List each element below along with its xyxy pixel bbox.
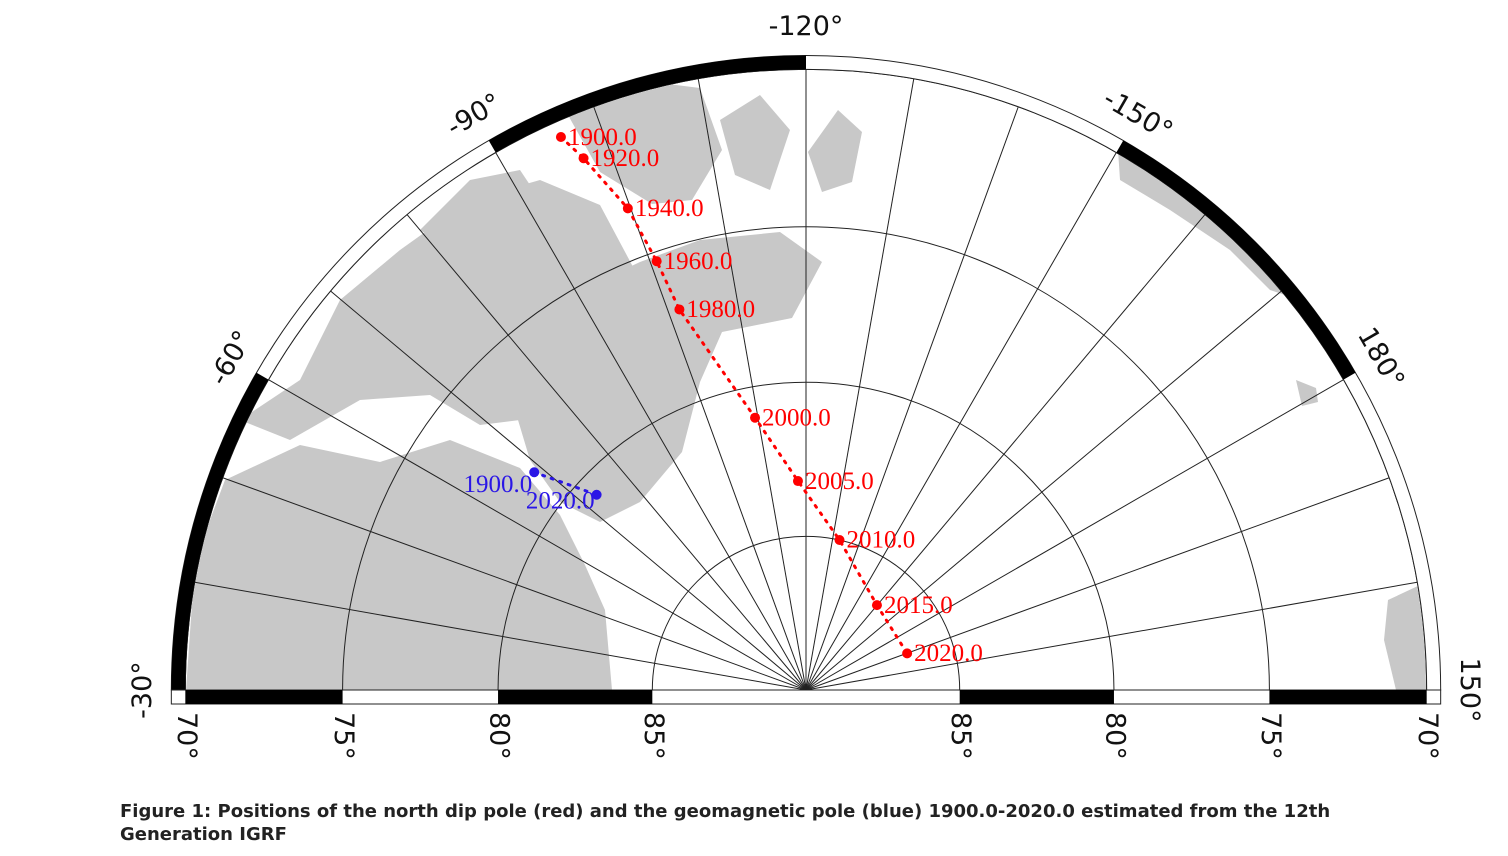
pole-point bbox=[674, 304, 685, 315]
frame-segment bbox=[498, 690, 653, 704]
pole-label: 1900.0 bbox=[568, 124, 637, 151]
meridian-label: 150° bbox=[1454, 657, 1485, 722]
graticule bbox=[184, 69, 1428, 691]
pole-point bbox=[529, 467, 540, 478]
meridian-label: -90° bbox=[441, 87, 506, 143]
meridian-label: -60° bbox=[203, 325, 259, 390]
meridian bbox=[805, 106, 1019, 691]
meridian bbox=[805, 379, 1344, 691]
meridian-label: -30° bbox=[127, 661, 158, 719]
polar-map: -30°-60°-90°-120°-150°180°150°70° 75° 80° 8… bbox=[127, 11, 1485, 760]
latitude-label: 80° bbox=[484, 712, 515, 760]
pole-label: 2010.0 bbox=[847, 527, 916, 554]
meridian bbox=[406, 214, 807, 691]
meridian bbox=[805, 214, 1206, 691]
frame-segment bbox=[171, 372, 269, 691]
meridian bbox=[495, 152, 807, 691]
frame-segment bbox=[185, 690, 343, 704]
pole-point bbox=[902, 648, 913, 659]
pole-point bbox=[622, 203, 633, 214]
meridian bbox=[805, 477, 1390, 691]
latitude-label: 75° bbox=[328, 712, 359, 760]
meridian bbox=[805, 290, 1282, 691]
pole-point bbox=[651, 256, 662, 267]
meridian bbox=[805, 78, 915, 691]
pole-label: 2020.0 bbox=[526, 487, 595, 514]
pole-label: 2000.0 bbox=[762, 404, 831, 431]
pole-point bbox=[591, 489, 602, 500]
pole-point bbox=[555, 132, 566, 143]
meridian bbox=[194, 581, 807, 691]
meridian bbox=[222, 477, 807, 691]
frame bbox=[170, 55, 1442, 705]
latitude-label: 70° bbox=[171, 712, 202, 760]
meridian bbox=[805, 581, 1418, 691]
pole-label: 1960.0 bbox=[664, 248, 733, 275]
frame-bottom bbox=[170, 689, 1442, 705]
meridian bbox=[805, 152, 1117, 691]
latitude-label: 85° bbox=[638, 712, 669, 760]
latitude-label: 70° bbox=[1412, 712, 1443, 760]
pole-label: 2020.0 bbox=[914, 640, 983, 667]
pole-point bbox=[578, 153, 589, 164]
pole-label: 1940.0 bbox=[635, 195, 704, 222]
land bbox=[186, 78, 1426, 690]
frame-segment bbox=[488, 55, 807, 153]
caption: Figure 1: Positions of the north dip pol… bbox=[120, 801, 1331, 845]
frame-segment bbox=[1269, 690, 1427, 704]
pole-label: 1900.0 bbox=[463, 471, 532, 498]
pole-point bbox=[834, 535, 845, 546]
meridian bbox=[268, 379, 807, 691]
pole-label: 2015.0 bbox=[884, 592, 953, 619]
pole-label: 1980.0 bbox=[686, 296, 755, 323]
pole-point bbox=[750, 412, 761, 423]
latitude-circle bbox=[497, 381, 1115, 691]
latitude-label: 75° bbox=[1255, 712, 1286, 760]
latitude-circle bbox=[342, 226, 1270, 691]
meridian bbox=[697, 78, 807, 691]
pole-label: 1920.0 bbox=[591, 145, 660, 172]
latitude-circle bbox=[651, 535, 961, 691]
meridian bbox=[330, 290, 807, 691]
frame-segment bbox=[959, 690, 1114, 704]
latitude-label: 85° bbox=[945, 712, 976, 760]
pole-track bbox=[559, 135, 909, 655]
pole-point bbox=[871, 600, 882, 611]
pole-point bbox=[792, 476, 803, 487]
latitude-label: 80° bbox=[1099, 712, 1130, 760]
meridian-label: -120° bbox=[769, 11, 844, 42]
pole-label: 2005.0 bbox=[805, 468, 874, 495]
poles: 1900.01920.01940.01960.01980.02000.02005… bbox=[463, 124, 982, 667]
pole-track bbox=[532, 470, 599, 497]
frame-segment bbox=[1116, 140, 1356, 380]
